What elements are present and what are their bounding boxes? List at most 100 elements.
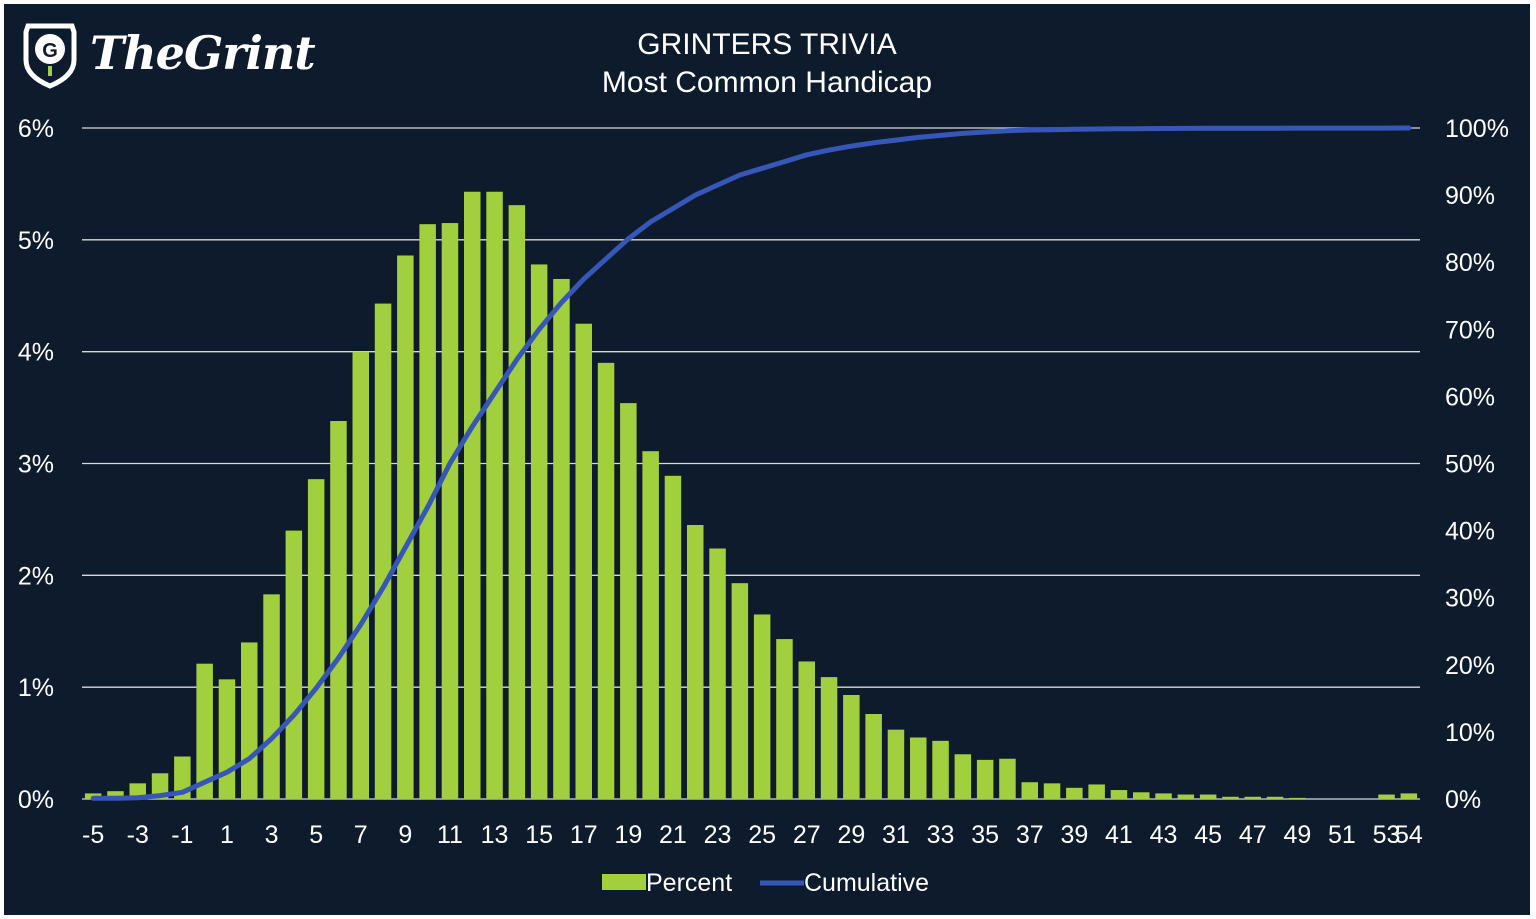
y2-tick-label: 10% (1445, 719, 1495, 747)
x-tick-label: 35 (971, 821, 999, 849)
bar (463, 191, 481, 799)
bar (664, 475, 682, 799)
bar (486, 191, 503, 799)
bar (1132, 792, 1150, 799)
x-tick-label: 45 (1194, 821, 1222, 849)
x-tick-label: 19 (614, 821, 642, 849)
bar (553, 278, 570, 800)
y2-tick-label: 30% (1445, 585, 1495, 613)
golf-shield-g-icon: G (23, 23, 77, 89)
bar (107, 791, 124, 799)
x-tick-label: 5 (309, 821, 323, 849)
x-tick-label: 31 (882, 821, 910, 849)
x-tick-label: 9 (398, 821, 412, 849)
bar (642, 451, 659, 799)
bar (307, 479, 325, 799)
chart-frame: G 0% 1% 2% 3% 4% 5% 6% 0% 10% 20% 30% 40% 50% 60% 70% 8… (4, 4, 1530, 915)
y2-tick-label: 0% (1445, 786, 1481, 814)
y2-tick-label: 20% (1445, 652, 1495, 680)
bar (753, 614, 771, 799)
y-tick-label: 5% (18, 227, 54, 255)
x-tick-label: 41 (1105, 821, 1133, 849)
x-tick-label: -1 (171, 821, 193, 849)
bar (1110, 790, 1128, 799)
chart-svg: G 0% 1% 2% 3% 4% 5% 6% 0% 10% 20% 30% 40% 50% 60% 70% 8… (18, 23, 1509, 897)
x-tick-label: 39 (1060, 821, 1088, 849)
x-tick-label: 51 (1328, 821, 1356, 849)
bar (909, 737, 927, 799)
legend-label-percent: Percent (646, 869, 732, 897)
logo-text: TheGrint (90, 26, 316, 80)
bar (843, 694, 860, 799)
bar (1155, 793, 1172, 799)
bar (887, 729, 905, 799)
x-tick-label: 23 (704, 821, 732, 849)
bar (709, 548, 726, 799)
bar (1066, 787, 1083, 799)
bar (352, 351, 370, 799)
x-tick-label: 11 (437, 821, 463, 849)
bar (1088, 784, 1105, 799)
x-tick-label: 25 (748, 821, 776, 849)
x-tick-label: 17 (570, 821, 598, 849)
bar (330, 421, 347, 799)
bar (932, 740, 949, 799)
y-tick-label: 1% (18, 674, 54, 702)
y-tick-label: 4% (18, 339, 54, 367)
bar (1289, 797, 1306, 799)
y2-tick-label: 90% (1445, 182, 1495, 210)
bar (1043, 783, 1061, 799)
x-tick-label: 53 (1373, 821, 1401, 849)
y-tick-label: 2% (18, 562, 54, 590)
legend-label-cumulative: Cumulative (804, 869, 929, 897)
x-tick-label: -3 (127, 821, 149, 849)
y2-tick-label: 60% (1445, 383, 1495, 411)
x-tick-label: 54 (1395, 821, 1423, 849)
x-tick-label: 21 (659, 821, 687, 849)
x-tick-label: 37 (1016, 821, 1044, 849)
bar (686, 525, 704, 799)
bar (285, 530, 303, 799)
bar (1199, 794, 1217, 799)
x-tick-label: 13 (481, 821, 509, 849)
bar (240, 642, 258, 799)
x-tick-label: 3 (265, 821, 279, 849)
bar (1400, 793, 1418, 799)
x-tick-label: 7 (354, 821, 368, 849)
bar (397, 255, 414, 800)
bar (798, 661, 816, 799)
y2-tick-label: 50% (1445, 451, 1495, 479)
x-tick-label: 33 (927, 821, 955, 849)
bar (1378, 794, 1395, 799)
legend-swatch-percent (602, 874, 646, 890)
bar (1222, 796, 1239, 799)
bar (1244, 796, 1262, 799)
y2-tick-label: 70% (1445, 316, 1495, 344)
bar (1177, 794, 1195, 799)
chart-title: GRINTERS TRIVIA (637, 28, 897, 61)
bar (1266, 796, 1284, 799)
bar (218, 679, 236, 799)
bar (508, 205, 526, 800)
x-tick-label: 29 (837, 821, 865, 849)
bar (820, 677, 838, 799)
bar (620, 403, 637, 799)
y-tick-label: 6% (18, 115, 54, 143)
y-tick-label: 3% (18, 451, 54, 479)
bar (441, 223, 459, 799)
bar (776, 639, 793, 799)
bar (575, 323, 593, 799)
bar (374, 303, 392, 799)
bar (530, 264, 548, 800)
bar (954, 754, 972, 799)
bar (597, 362, 615, 799)
x-tick-label: 49 (1283, 821, 1311, 849)
y2-tick-label: 80% (1445, 249, 1495, 277)
bar (999, 758, 1016, 799)
bar (196, 663, 213, 799)
x-tick-label: 43 (1150, 821, 1178, 849)
svg-text:G: G (42, 40, 58, 62)
bar (731, 583, 749, 799)
x-tick-label: 27 (793, 821, 821, 849)
x-tick-label: 47 (1239, 821, 1267, 849)
